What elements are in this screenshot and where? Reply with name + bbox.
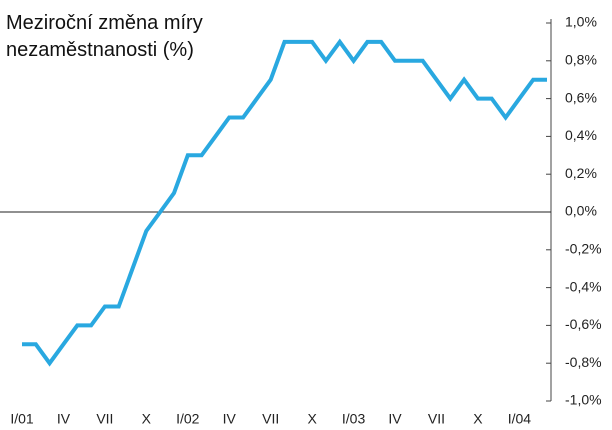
y-tick-label: 0,0% [565, 203, 597, 219]
x-tick-label: I/03 [342, 411, 366, 427]
y-tick-label: 0,4% [565, 127, 597, 143]
x-tick-label: X [473, 411, 483, 427]
x-tick-label: VII [428, 411, 445, 427]
y-tick-label: 0,2% [565, 165, 597, 181]
y-tick-label: -0,2% [565, 241, 602, 257]
x-tick-label: X [142, 411, 152, 427]
y-tick-label: 0,6% [565, 89, 597, 105]
y-tick-label: -0,4% [565, 278, 602, 294]
y-tick-label: 0,8% [565, 52, 597, 68]
x-tick-label: IV [388, 411, 402, 427]
chart-title: Meziroční změna míry nezaměstnanosti (%) [6, 12, 203, 61]
x-tick-label: I/04 [508, 411, 532, 427]
x-tick-label: VII [262, 411, 279, 427]
x-tick-label: I/01 [10, 411, 34, 427]
y-tick-label: -1,0% [565, 392, 602, 408]
y-tick-label: -0,6% [565, 316, 602, 332]
x-tick-label: X [307, 411, 317, 427]
x-tick-label: IV [223, 411, 237, 427]
x-tick-label: I/02 [176, 411, 200, 427]
series-line [22, 38, 547, 367]
y-tick-label: 1,0% [565, 14, 597, 30]
x-tick-label: VII [96, 411, 113, 427]
x-tick-label: IV [57, 411, 71, 427]
y-tick-label: -0,8% [565, 354, 602, 370]
